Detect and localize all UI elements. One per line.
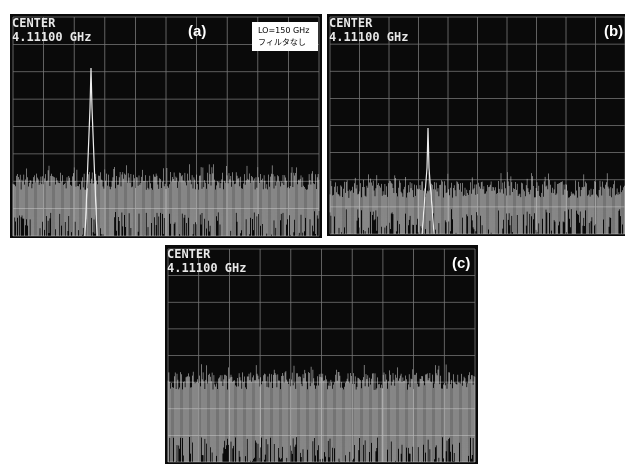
panel-label: (b) <box>604 23 623 40</box>
panel-b <box>327 14 625 236</box>
center-label: CENTER <box>167 247 211 261</box>
center-freq: 4.11100 GHz <box>167 261 246 275</box>
panel-label: (c) <box>452 255 470 272</box>
panel-c <box>165 245 478 464</box>
center-label: CENTER <box>12 16 56 30</box>
panel-label: (a) <box>188 23 206 40</box>
figure: CENTER 4.11100 GHz (a) LO=150 GHz フィルタなし… <box>0 0 625 464</box>
note-line: LO=150 GHz <box>258 26 309 35</box>
center-label: CENTER <box>329 16 373 30</box>
note-line: フィルタなし <box>258 38 306 47</box>
center-freq: 4.11100 GHz <box>12 30 91 44</box>
center-freq: 4.11100 GHz <box>329 30 408 44</box>
